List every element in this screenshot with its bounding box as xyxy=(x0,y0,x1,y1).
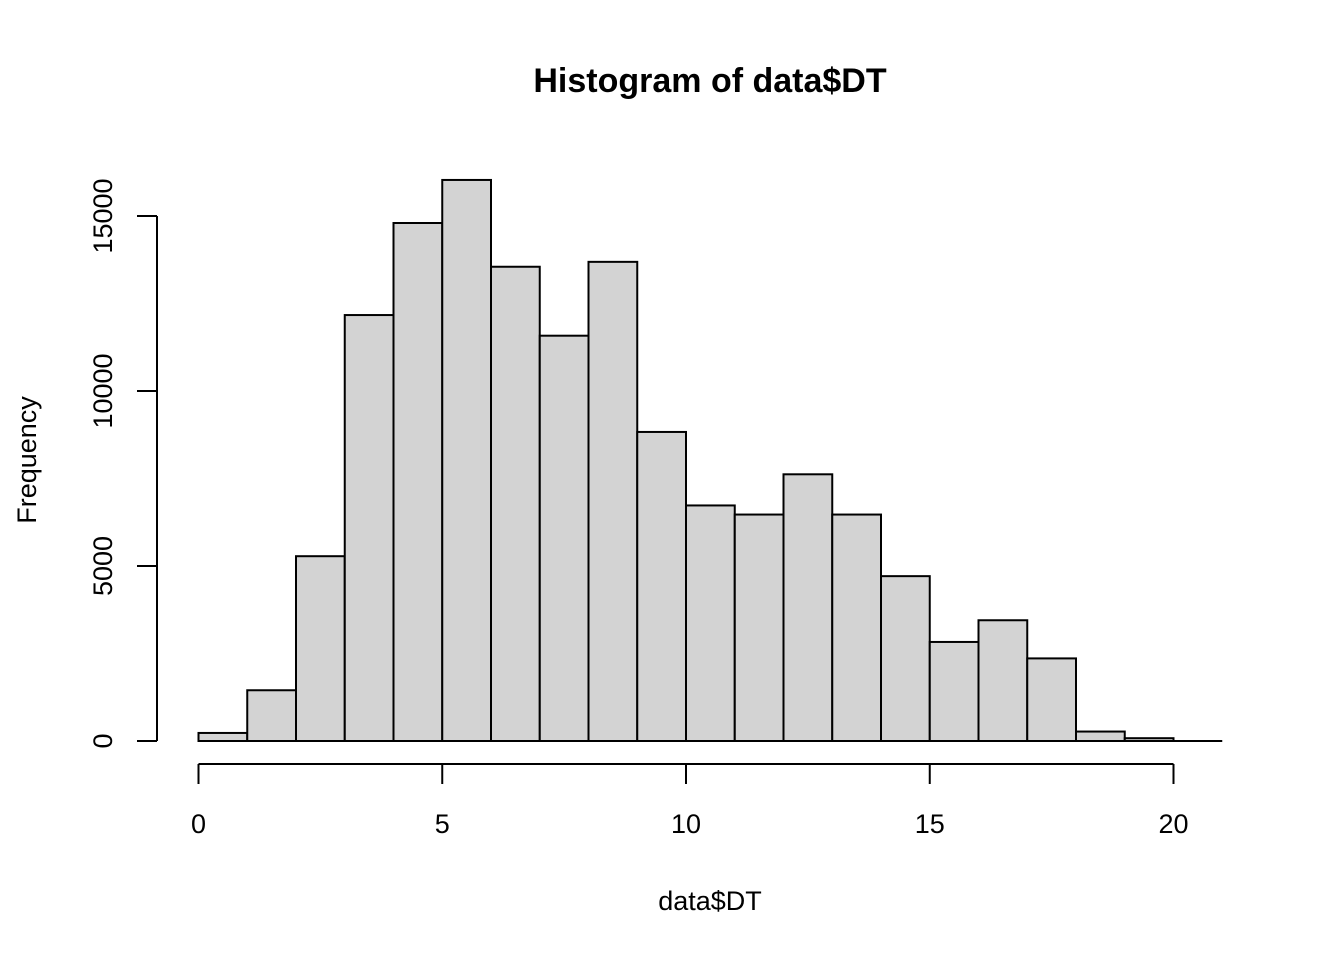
histogram-bar xyxy=(831,513,882,742)
histogram-bar xyxy=(538,334,590,742)
histogram-bar xyxy=(441,178,492,742)
histogram-bar xyxy=(1026,657,1077,743)
x-tick-label: 0 xyxy=(191,809,206,839)
chart-title: Histogram of data$DT xyxy=(533,62,886,100)
y-tick-label: 10000 xyxy=(88,353,118,428)
histogram-bar xyxy=(587,260,639,742)
x-tick-label: 5 xyxy=(435,809,450,839)
histogram-bar xyxy=(880,575,931,743)
x-axis-label: data$DT xyxy=(658,886,762,916)
histogram-bar xyxy=(685,504,736,743)
histogram-bar xyxy=(295,555,346,743)
histogram-bar xyxy=(197,731,249,743)
histogram-bar xyxy=(246,689,297,742)
histogram-bar xyxy=(490,265,541,742)
histogram-bar xyxy=(636,430,687,742)
histogram-bar xyxy=(733,513,785,742)
histogram-bar xyxy=(928,640,980,743)
histogram-bar xyxy=(343,314,395,742)
histogram-bar xyxy=(392,222,444,742)
histogram-bar xyxy=(782,473,834,742)
bars-group xyxy=(197,178,1223,743)
histogram-bar xyxy=(1075,730,1126,742)
y-tick-label: 0 xyxy=(88,733,118,748)
x-tick-label: 10 xyxy=(671,809,701,839)
histogram-bar xyxy=(977,619,1029,742)
x-tick-label: 15 xyxy=(915,809,945,839)
y-tick-label: 5000 xyxy=(88,536,118,596)
y-tick-label: 15000 xyxy=(88,178,118,253)
x-axis: 0 5 10 15 20 xyxy=(191,763,1189,839)
y-axis-label: Frequency xyxy=(12,396,42,524)
y-axis: 0 5000 10000 15000 xyxy=(88,178,158,749)
x-tick-label: 20 xyxy=(1158,809,1188,839)
